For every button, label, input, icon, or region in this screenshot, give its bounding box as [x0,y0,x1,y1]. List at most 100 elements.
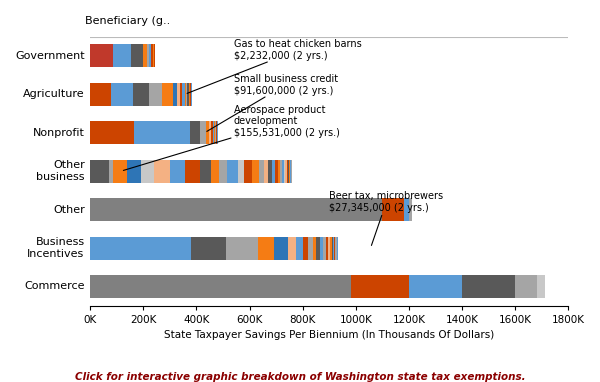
Bar [146,44,149,68]
Bar [180,83,182,106]
Bar [182,83,185,106]
Bar [190,121,200,144]
Bar [219,160,227,183]
Bar [90,236,191,260]
Bar [536,275,545,298]
Bar [90,121,134,144]
Text: Aerospace product
development
$155,531,000 (2 yrs.): Aerospace product development $155,531,0… [124,105,340,170]
Bar [320,236,323,260]
Bar [112,83,133,106]
Bar [289,160,290,183]
Bar [462,275,515,298]
Bar [173,83,176,106]
Bar [90,275,350,298]
Bar [272,160,275,183]
Bar [217,121,218,144]
Bar [190,83,191,106]
Bar [215,121,217,144]
Bar [154,160,170,183]
Text: Small business credit
$91,600,000 (2 yrs.): Small business credit $91,600,000 (2 yrs… [207,74,338,131]
Bar [316,236,320,260]
Bar [308,236,313,260]
Bar [332,236,333,260]
Bar [152,44,154,68]
Bar [268,160,272,183]
Bar [257,236,274,260]
Bar [382,198,404,221]
Bar [90,198,382,221]
Bar [134,121,190,144]
Bar [290,160,291,183]
Bar [209,121,211,144]
Bar [187,83,189,106]
Bar [226,236,257,260]
Bar [149,83,162,106]
Bar [284,160,286,183]
Bar [313,236,316,260]
Bar [214,121,215,144]
Bar [90,44,113,68]
Bar [90,160,109,183]
Bar [200,160,211,183]
Bar [252,160,259,183]
Text: Beneficiary (g..: Beneficiary (g.. [85,16,170,26]
Bar [191,83,193,106]
Bar [275,160,278,183]
Bar [109,160,113,183]
Bar [278,160,280,183]
Bar [211,121,212,144]
Bar [350,275,409,298]
Bar [200,121,206,144]
Bar [170,160,185,183]
Bar [154,44,155,68]
Bar [113,160,127,183]
Bar [409,275,462,298]
Bar [176,83,180,106]
Bar [404,198,409,221]
Bar [287,160,288,183]
Bar [151,44,152,68]
Bar [206,121,209,144]
Bar [409,198,412,221]
Bar [333,236,334,260]
Bar [303,236,308,260]
Bar [328,236,330,260]
Bar [288,160,289,183]
Bar [274,236,288,260]
Bar [90,83,112,106]
Bar [244,160,252,183]
Bar [280,160,283,183]
Bar [335,236,337,260]
Bar [113,44,131,68]
Bar [264,160,268,183]
Bar [133,83,149,106]
Text: Gas to heat chicken barns
$2,232,000 (2 yrs.): Gas to heat chicken barns $2,232,000 (2 … [187,39,361,93]
Bar [212,121,214,144]
Bar [227,160,238,183]
Bar [286,160,287,183]
Text: Beer tax, microbrewers
$27,345,000 (2 yrs.): Beer tax, microbrewers $27,345,000 (2 yr… [329,191,443,245]
Bar [326,236,328,260]
Bar [283,160,284,183]
Bar [140,160,154,183]
Bar [143,44,146,68]
Bar [185,160,200,183]
Bar [131,44,143,68]
Text: Click for interactive graphic breakdown of Washington state tax exemptions.: Click for interactive graphic breakdown … [74,372,526,382]
Bar [186,83,187,106]
Bar [149,44,151,68]
Bar [238,160,244,183]
Bar [259,160,264,183]
Bar [291,160,292,183]
Bar [323,236,326,260]
Bar [127,160,140,183]
Bar [515,275,536,298]
Bar [296,236,303,260]
Bar [191,236,226,260]
Bar [189,83,190,106]
Bar [337,236,338,260]
Bar [330,236,332,260]
Bar [211,160,219,183]
Bar [185,83,186,106]
Bar [288,236,296,260]
